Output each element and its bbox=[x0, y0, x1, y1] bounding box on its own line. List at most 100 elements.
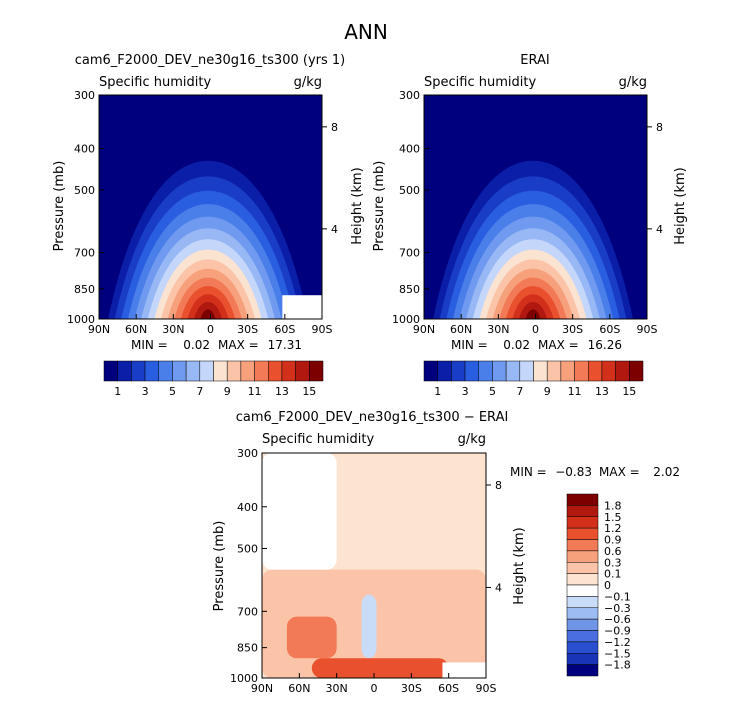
y-axis: 300 400 500 700 850 1000 bbox=[230, 447, 267, 685]
colorbar-label: 13 bbox=[595, 385, 609, 398]
colorbar-label: 13 bbox=[275, 385, 289, 398]
colorbar-label: 0.3 bbox=[604, 556, 622, 569]
y2-tick-label: 8 bbox=[331, 121, 338, 134]
colorbar-swatch bbox=[566, 618, 599, 631]
min-value: 0.02 bbox=[503, 338, 530, 352]
panel-title: ERAI bbox=[520, 53, 549, 68]
y-tick-label: 700 bbox=[74, 247, 95, 260]
x-tick-label: 90N bbox=[88, 323, 110, 336]
colorbar-swatch bbox=[268, 360, 283, 382]
panel-title: cam6_F2000_DEV_ne30g16_ts300 − ERAI bbox=[236, 410, 509, 425]
field-label: Specific humidity bbox=[99, 75, 211, 90]
colorbar-swatch bbox=[566, 505, 599, 517]
colorbar-swatch bbox=[566, 550, 599, 563]
contour-band bbox=[200, 309, 216, 319]
max-value: 2.02 bbox=[653, 465, 680, 479]
colorbar: 1 3 5 7 9 11 13 15 bbox=[423, 360, 644, 398]
colorbar: 1 3 5 7 9 11 13 15 bbox=[103, 360, 324, 398]
diff-region bbox=[262, 453, 337, 570]
colorbar-swatch bbox=[566, 539, 599, 552]
colorbar-swatch bbox=[158, 360, 173, 382]
x-tick-label: 90S bbox=[312, 323, 333, 336]
diff-region bbox=[311, 658, 449, 678]
diff-region bbox=[286, 616, 337, 659]
colorbar-swatch bbox=[566, 596, 599, 608]
colorbar-label: 3 bbox=[142, 385, 149, 398]
x-tick-label: 60N bbox=[288, 682, 310, 695]
colorbar-label: 0 bbox=[604, 579, 611, 592]
colorbar-label: 1.2 bbox=[604, 522, 622, 535]
y-tick-label: 400 bbox=[237, 501, 258, 514]
colorbar-label: 1.8 bbox=[604, 499, 622, 512]
colorbar-label: 1 bbox=[434, 385, 441, 398]
panel-diff: cam6_F2000_DEV_ne30g16_ts300 − ERAI Spec… bbox=[212, 410, 680, 695]
colorbar-label: 1 bbox=[114, 385, 121, 398]
field-label: Specific humidity bbox=[424, 75, 536, 90]
colorbar-label: 7 bbox=[196, 385, 203, 398]
colorbar-swatch bbox=[478, 360, 493, 382]
colorbar-swatch bbox=[560, 360, 575, 382]
y2-tick-label: 8 bbox=[495, 479, 502, 492]
x-axis: 90N 60N 30N 0 30S 60S 90S bbox=[88, 314, 333, 336]
colorbar-swatch bbox=[492, 360, 507, 382]
y2-tick-label: 4 bbox=[495, 581, 502, 594]
x-tick-label: 90N bbox=[413, 323, 435, 336]
colorbar-swatch bbox=[103, 360, 118, 382]
plot-area bbox=[98, 94, 323, 320]
colorbar-label: 0.1 bbox=[604, 568, 622, 581]
y-axis: 300 400 500 700 850 1000 bbox=[67, 89, 104, 326]
x-tick-label: 90N bbox=[251, 682, 273, 695]
min-label: MIN = bbox=[131, 338, 168, 352]
colorbar-swatch bbox=[566, 607, 599, 620]
y-tick-label: 500 bbox=[74, 184, 95, 197]
colorbar-label: −0.3 bbox=[604, 602, 631, 615]
contour-band bbox=[525, 309, 541, 319]
colorbar-swatch bbox=[566, 573, 599, 586]
panel-title: cam6_F2000_DEV_ne30g16_ts300 (yrs 1) bbox=[75, 53, 345, 68]
y-tick-label: 400 bbox=[74, 143, 95, 156]
colorbar-swatch bbox=[566, 641, 599, 654]
colorbar-swatch bbox=[254, 360, 269, 382]
missing-data bbox=[442, 662, 486, 678]
units-label: g/kg bbox=[458, 432, 486, 447]
y2-tick-label: 8 bbox=[656, 121, 663, 134]
colorbar-label: 3 bbox=[462, 385, 469, 398]
y-tick-label: 500 bbox=[399, 184, 420, 197]
x-tick-label: 30N bbox=[487, 323, 509, 336]
colorbar-label: −1.2 bbox=[604, 636, 631, 649]
y-tick-label: 850 bbox=[237, 642, 258, 655]
colorbar-label: −0.1 bbox=[604, 590, 631, 603]
x-tick-label: 30S bbox=[562, 323, 583, 336]
x-tick-label: 60N bbox=[125, 323, 147, 336]
colorbar-swatch bbox=[566, 630, 599, 643]
y-tick-label: 300 bbox=[74, 89, 95, 102]
x-tick-label: 0 bbox=[371, 682, 378, 695]
x-tick-label: 0 bbox=[532, 323, 539, 336]
max-label: MAX = bbox=[538, 338, 579, 352]
colorbar-swatch bbox=[309, 360, 324, 382]
colorbar-label: 1.5 bbox=[604, 511, 622, 524]
colorbar-swatch bbox=[546, 360, 562, 382]
max-value: 17.31 bbox=[268, 338, 302, 352]
colorbar-label: −1.8 bbox=[604, 659, 631, 672]
colorbar-swatch bbox=[213, 360, 228, 382]
colorbar-swatch bbox=[281, 360, 296, 382]
colorbar-swatch bbox=[566, 516, 599, 529]
colorbar-swatch bbox=[131, 360, 146, 382]
min-value: 0.02 bbox=[183, 338, 210, 352]
colorbar-label: 9 bbox=[544, 385, 551, 398]
colorbar-label: 7 bbox=[516, 385, 523, 398]
colorbar-label: 0.6 bbox=[604, 545, 622, 558]
x-tick-label: 90S bbox=[476, 682, 497, 695]
colorbar-swatch bbox=[451, 360, 466, 382]
x-tick-label: 60S bbox=[274, 323, 295, 336]
colorbar-swatch bbox=[566, 664, 599, 677]
y-tick-label: 850 bbox=[399, 283, 420, 296]
field-label: Specific humidity bbox=[262, 432, 374, 447]
colorbar-swatch bbox=[519, 360, 534, 382]
colorbar-label: −0.6 bbox=[604, 613, 631, 626]
colorbar-swatch bbox=[437, 360, 452, 382]
colorbar-swatch bbox=[505, 360, 521, 382]
stats-line: MIN = −0.83 MAX = 2.02 bbox=[510, 465, 680, 479]
